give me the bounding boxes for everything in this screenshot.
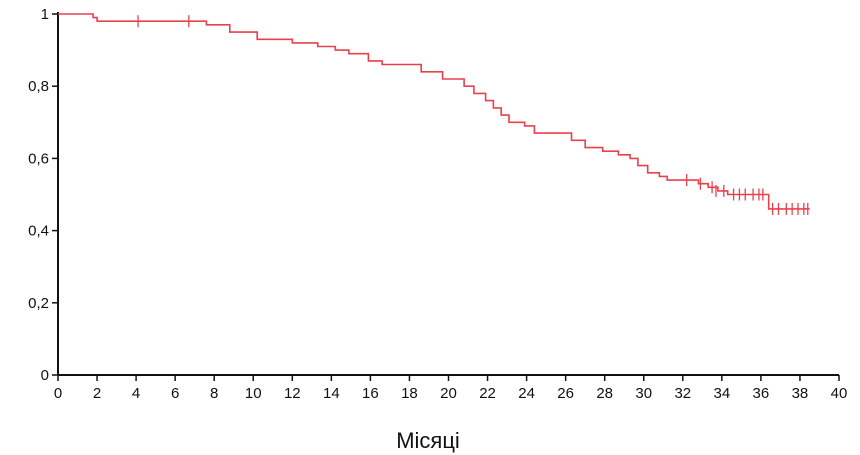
x-tick-label: 2 xyxy=(93,385,101,402)
x-tick-label: 36 xyxy=(753,385,770,402)
y-tick-label: 0 xyxy=(41,367,49,384)
x-tick-label: 22 xyxy=(479,385,496,402)
x-tick-label: 12 xyxy=(284,385,301,402)
x-tick-label: 10 xyxy=(245,385,262,402)
x-tick-label: 20 xyxy=(440,385,457,402)
x-tick-label: 32 xyxy=(674,385,691,402)
x-tick-label: 16 xyxy=(362,385,379,402)
x-tick-label: 18 xyxy=(401,385,418,402)
x-tick-label: 28 xyxy=(596,385,613,402)
x-axis-title: Місяці xyxy=(396,428,460,453)
x-tick-label: 0 xyxy=(54,385,62,402)
x-tick-label: 4 xyxy=(132,385,140,402)
survival-curve xyxy=(58,13,810,210)
x-tick-label: 40 xyxy=(831,385,848,402)
y-tick-label: 0,2 xyxy=(28,295,49,312)
x-tick-label: 26 xyxy=(557,385,574,402)
y-tick-label: 1 xyxy=(41,6,49,23)
x-tick-labels: 0 2 4 6 8 10 12 14 16 18 20 22 24 26 28 30 32 34 36 38 40 xyxy=(54,385,848,402)
x-tick-label: 6 xyxy=(171,385,179,402)
series-group xyxy=(58,13,810,215)
x-tick-label: 38 xyxy=(792,385,809,402)
y-tick-label: 0,8 xyxy=(28,78,49,95)
y-tick-label: 0,6 xyxy=(28,150,49,167)
x-tick-label: 30 xyxy=(635,385,652,402)
x-tick-label: 8 xyxy=(210,385,218,402)
x-tick-label: 14 xyxy=(323,385,340,402)
x-tick-label: 34 xyxy=(714,385,731,402)
y-tick-label: 0,4 xyxy=(28,223,49,240)
axes xyxy=(52,12,840,381)
y-tick-labels: 0 0,2 0,4 0,6 0,8 1 xyxy=(28,6,49,384)
x-tick-label: 24 xyxy=(518,385,535,402)
